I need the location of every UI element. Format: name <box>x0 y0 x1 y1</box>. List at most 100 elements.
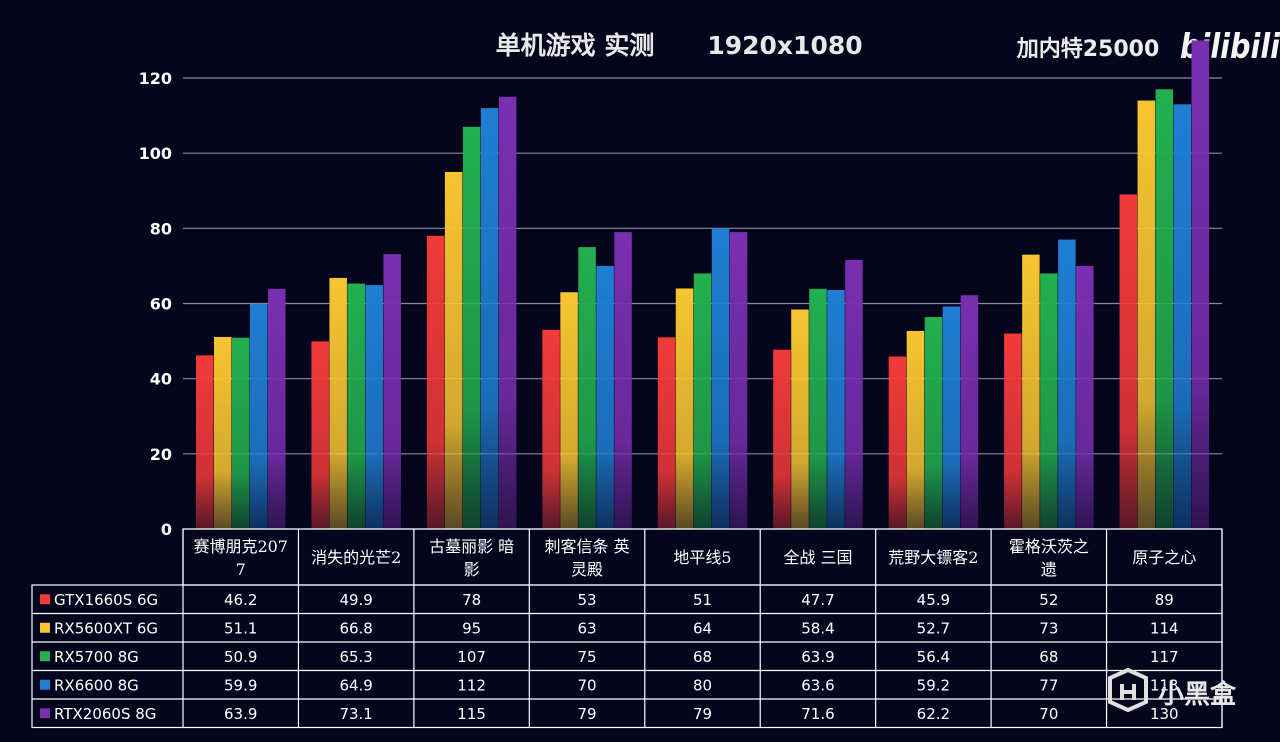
legend-swatch <box>40 622 50 633</box>
category-label: 影 <box>464 560 480 579</box>
data-table: 赛博朋克207 7 消失的光芒2 古墓丽影 暗影 刺客信条 英灵殿 地平线5 全战 三国 荒野… <box>31 528 1223 729</box>
category-label: 消失的光芒2 <box>311 548 401 567</box>
y-tick-label: 0 <box>161 520 172 539</box>
table-cell: 73 <box>1039 619 1058 637</box>
category-label: 地平线5 <box>673 548 731 567</box>
category-label: 7 <box>236 560 246 579</box>
bar <box>888 356 907 529</box>
bar <box>250 303 268 529</box>
category-label: 古墓丽影 暗 <box>429 537 514 556</box>
bar <box>542 329 560 529</box>
table-cell: 79 <box>693 705 712 723</box>
table-cell: 56.4 <box>917 648 950 666</box>
category-label: 刺客信条 英 <box>545 537 630 556</box>
legend-swatch <box>40 651 50 662</box>
legend-swatch <box>40 594 50 605</box>
table-cell: 70 <box>578 676 597 694</box>
chart-resolution: 1920x1080 <box>707 31 862 60</box>
xiaoheihe-watermark-text: 小黑盒 <box>1158 679 1237 710</box>
xiaoheihe-watermark: 小黑盒 <box>1108 667 1237 713</box>
bar <box>1155 89 1174 530</box>
bar <box>1040 273 1058 529</box>
table-cell: 95 <box>462 619 481 637</box>
table-cell: 79 <box>578 705 597 723</box>
y-tick-label: 100 <box>139 144 172 163</box>
category-label: 全战 三国 <box>783 548 852 567</box>
category-label: 赛博朋克207 <box>193 537 288 556</box>
bar <box>329 277 347 529</box>
table-cell: 46.2 <box>224 591 257 609</box>
legend-swatch <box>40 679 50 690</box>
series-label: RTX2060S 8G <box>54 705 156 723</box>
bar <box>232 337 250 529</box>
table-cell: 58.4 <box>801 619 834 637</box>
y-tick-label: 80 <box>150 219 172 238</box>
table-cell: 45.9 <box>917 591 950 609</box>
table-cell: 66.8 <box>339 619 372 637</box>
table-cell: 64 <box>693 619 712 637</box>
xiaoheihe-logo-icon <box>1108 667 1148 713</box>
table-cell: 50.9 <box>224 648 257 666</box>
table-cell: 75 <box>578 648 597 666</box>
bar <box>268 288 286 529</box>
table-cell: 114 <box>1150 619 1179 637</box>
bars <box>196 40 1210 530</box>
table-cell: 117 <box>1150 648 1179 666</box>
table-cell: 63 <box>578 619 597 637</box>
bar <box>791 309 809 529</box>
bar <box>1004 333 1022 529</box>
table-cell: 63.6 <box>801 676 834 694</box>
y-axis: 0 20 40 60 80 100 120 <box>139 69 172 539</box>
table-cell: 107 <box>457 648 486 666</box>
bar <box>906 330 925 529</box>
y-tick-label: 20 <box>150 445 172 464</box>
table-cell: 59.2 <box>917 676 950 694</box>
bar <box>1076 265 1094 529</box>
y-tick-label: 60 <box>150 295 172 314</box>
table-cell: 80 <box>693 676 712 694</box>
table-cell: 64.9 <box>339 676 372 694</box>
table-cell: 89 <box>1155 591 1174 609</box>
bar <box>960 295 979 529</box>
chart-title: 单机游戏 实测 <box>496 31 655 60</box>
category-label: 遗 <box>1041 560 1057 579</box>
bar <box>560 292 578 529</box>
bar <box>498 96 517 530</box>
bar <box>827 289 845 529</box>
bar <box>365 285 383 529</box>
y-tick-label: 40 <box>150 370 172 389</box>
bar <box>675 288 694 529</box>
series-label: GTX1660S 6G <box>54 591 158 609</box>
bar <box>657 337 676 529</box>
bar <box>845 259 863 529</box>
table-cell: 62.2 <box>917 705 950 723</box>
bar <box>942 306 961 529</box>
bar <box>924 317 943 529</box>
category-label: 荒野大镖客2 <box>888 548 978 567</box>
bar <box>196 355 214 529</box>
bar <box>214 336 232 529</box>
table-cell: 47.7 <box>801 591 834 609</box>
table-cell: 53 <box>578 591 597 609</box>
bar <box>578 247 596 529</box>
table-cell: 65.3 <box>339 648 372 666</box>
table-cell: 68 <box>1039 648 1058 666</box>
bar <box>311 341 329 529</box>
table-cell: 112 <box>457 676 486 694</box>
table-cell: 52.7 <box>917 619 950 637</box>
bar <box>729 232 748 529</box>
bar <box>773 349 791 529</box>
brand-label: 加内特25000 <box>1016 36 1160 62</box>
table-cell: 63.9 <box>224 705 257 723</box>
bar <box>426 235 445 529</box>
bar <box>1173 104 1192 529</box>
bar <box>614 232 632 529</box>
table-cell: 59.9 <box>224 676 257 694</box>
table-cell: 113 <box>1150 676 1179 694</box>
series-label: RX6600 8G <box>54 676 139 694</box>
bar <box>1137 100 1156 530</box>
bar <box>809 288 827 529</box>
table-cell: 73.1 <box>339 705 372 723</box>
category-label: 原子之心 <box>1132 548 1196 567</box>
